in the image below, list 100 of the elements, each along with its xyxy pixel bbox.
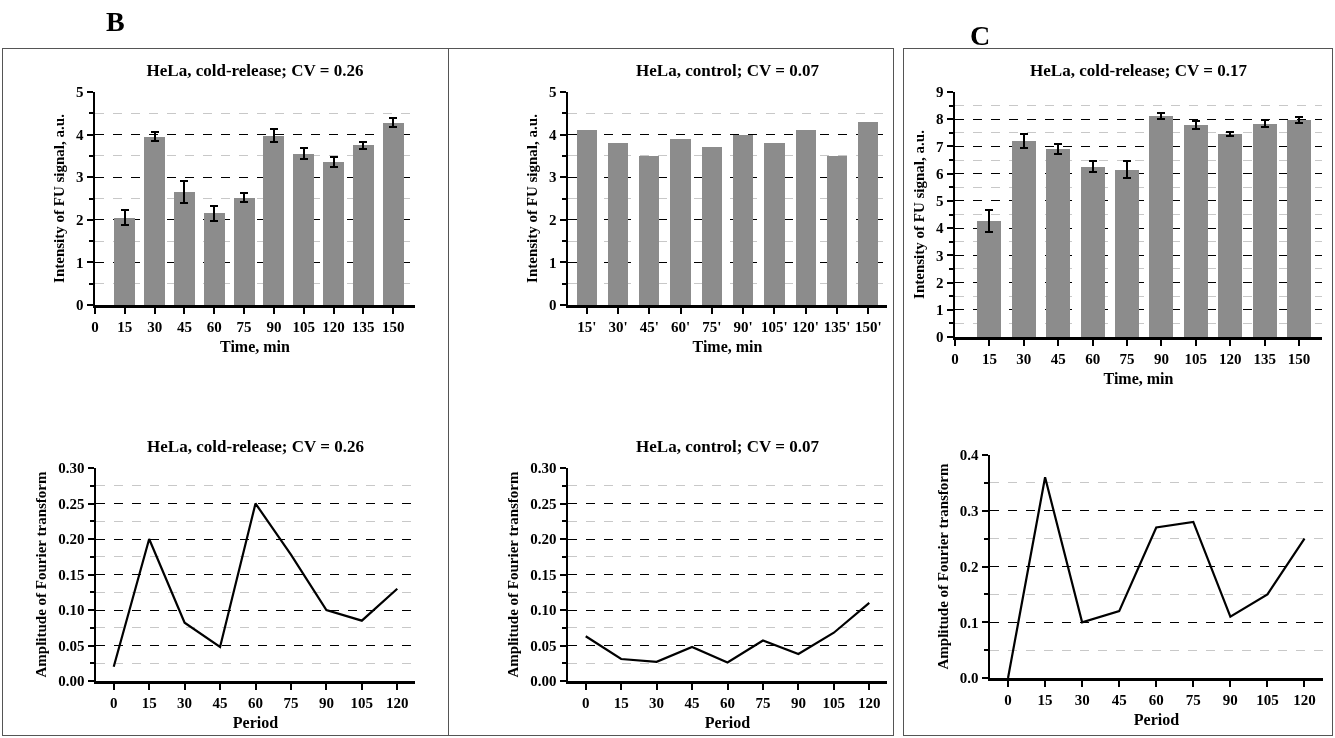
bar — [1287, 120, 1312, 337]
x-tick-label: 15' — [577, 318, 597, 335]
x-tick-label: 45' — [639, 318, 659, 335]
y-tick-label: 6 — [936, 165, 944, 182]
x-tick-label: 90 — [266, 318, 282, 335]
bar — [1011, 141, 1036, 337]
y-tick-label: 0.2 — [959, 558, 979, 575]
y-tick-label: 3 — [76, 169, 84, 186]
y-tick-label: 0 — [76, 297, 84, 314]
y-tick-label: 0.1 — [959, 614, 979, 631]
x-tick-label: 45 — [1111, 691, 1127, 708]
x-tick-label: 45 — [684, 694, 700, 711]
y-tick-label: 0.15 — [58, 566, 85, 583]
x-tick-label: 135' — [823, 318, 851, 335]
x-tick-label: 60 — [1085, 350, 1101, 367]
x-tick-label: 60 — [206, 318, 222, 335]
x-tick-label: 30 — [147, 318, 163, 335]
x-tick-label: 90 — [318, 694, 334, 711]
x-tick-label: 0 — [1004, 691, 1012, 708]
x-tick-label: 75 — [755, 694, 771, 711]
x-tick-label: 30 — [177, 694, 193, 711]
x-tick-label: 60 — [1148, 691, 1164, 708]
chart-title: HeLa, cold-release; CV = 0.26 — [146, 60, 364, 80]
x-tick-label: 75 — [1119, 350, 1135, 367]
y-tick-label: 0.05 — [58, 637, 85, 654]
y-tick-label: 1 — [76, 254, 84, 271]
y-tick-label: 0.20 — [530, 531, 557, 548]
x-tick-label: 15 — [141, 694, 157, 711]
y-tick-label: 0 — [549, 297, 557, 314]
x-tick-label: 15 — [981, 350, 997, 367]
bar — [639, 155, 660, 305]
y-tick-label: 7 — [936, 138, 944, 155]
bar — [144, 136, 166, 305]
bar — [293, 153, 315, 305]
x-tick-label: 15 — [613, 694, 629, 711]
x-tick-label: 105 — [292, 318, 315, 335]
bar — [203, 213, 225, 305]
y-tick-label: 0.05 — [530, 637, 557, 654]
y-tick-label: 4 — [936, 220, 944, 237]
x-tick-label: 30' — [608, 318, 628, 335]
y-tick-label: 5 — [936, 193, 944, 210]
y-tick-label: 0.10 — [58, 602, 85, 619]
y-tick-label: 0.30 — [530, 460, 557, 477]
y-tick-label: 8 — [936, 111, 944, 128]
x-tick-label: 60 — [248, 694, 263, 711]
bar — [858, 121, 879, 305]
x-axis-title: Time, min — [1103, 370, 1174, 388]
x-tick-label: 90' — [733, 318, 753, 335]
x-tick-label: 90 — [1222, 691, 1238, 708]
x-tick-label: 150 — [381, 318, 405, 335]
y-tick-label: 2 — [76, 212, 84, 229]
x-tick-label: 60 — [720, 694, 735, 711]
bar — [576, 130, 597, 305]
bar — [233, 197, 255, 305]
x-tick-label: 135 — [352, 318, 375, 335]
x-tick-label: 0 — [109, 694, 118, 711]
bar — [732, 134, 754, 305]
chart-title: HeLa, control; CV = 0.07 — [636, 60, 820, 80]
x-tick-label: 75' — [702, 318, 722, 335]
bar — [1114, 169, 1140, 337]
y-tick-label: 4 — [549, 126, 557, 143]
bar — [1149, 115, 1174, 337]
bar — [1183, 125, 1208, 337]
x-tick-label: 15 — [1037, 691, 1053, 708]
bar — [174, 192, 195, 305]
x-tick-label: 135 — [1253, 350, 1276, 367]
x-tick-label: 75 — [283, 694, 299, 711]
bar — [764, 143, 785, 305]
x-tick-label: 120' — [792, 318, 820, 335]
x-tick-label: 105 — [350, 694, 374, 711]
x-tick-label: 150' — [854, 318, 882, 335]
bar — [263, 135, 285, 305]
bar — [795, 130, 816, 305]
x-tick-label: 120 — [858, 694, 881, 711]
y-tick-label: 2 — [936, 274, 944, 291]
x-tick-label: 45 — [176, 318, 192, 335]
y-axis-title: Intensity of FU signal, a.u. — [51, 113, 67, 283]
x-tick-label: 105 — [822, 694, 846, 711]
x-tick-label: 120 — [386, 694, 409, 711]
bar — [977, 221, 1002, 337]
y-tick-label: 0.30 — [58, 460, 85, 477]
x-axis-title: Period — [704, 714, 751, 732]
x-tick-label: 0 — [581, 694, 590, 711]
x-tick-label: 90 — [1153, 350, 1169, 367]
bar — [382, 122, 404, 305]
x-tick-label: 105' — [761, 318, 788, 335]
x-tick-label: 120 — [322, 318, 345, 335]
x-tick-label: 105 — [1184, 350, 1208, 367]
y-axis-title: Amplitude of Fourier transform — [33, 471, 50, 678]
y-tick-label: 0.20 — [58, 531, 85, 548]
x-tick-label: 150 — [1287, 350, 1311, 367]
bar — [1080, 166, 1105, 337]
bar — [1046, 149, 1071, 337]
y-tick-label: 3 — [936, 247, 944, 264]
x-tick-label: 75 — [1185, 691, 1201, 708]
y-tick-label: 0.25 — [530, 495, 557, 512]
chart-title: HeLa, control; CV = 0.07 — [636, 436, 820, 456]
y-tick-label: 0.25 — [58, 495, 85, 512]
x-tick-label: 0 — [91, 318, 99, 335]
bar — [1252, 123, 1277, 337]
